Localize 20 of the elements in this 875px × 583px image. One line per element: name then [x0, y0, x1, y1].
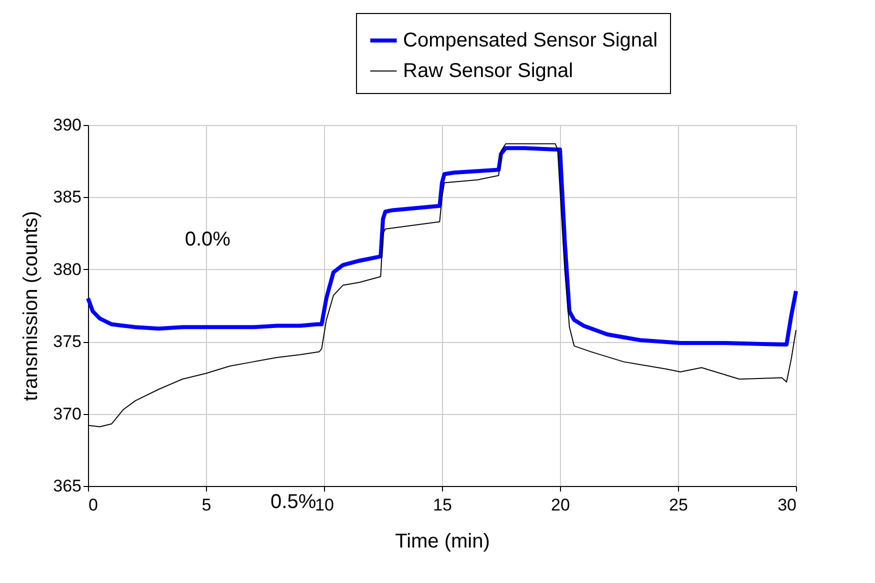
y-tick-label: 380: [53, 260, 82, 279]
x-tick-label: 30: [778, 496, 796, 514]
text: 0.5%: [270, 491, 316, 513]
x-tick-label: 10: [315, 496, 334, 514]
legend-label: Compensated Sensor Signal: [403, 30, 658, 52]
x-tick-label: 5: [202, 496, 212, 514]
legend-label: Raw Sensor Signal: [403, 60, 574, 82]
x-tick-label: 0: [88, 496, 98, 514]
y-tick-label: 375: [53, 332, 82, 352]
x-tick-label: 20: [551, 496, 570, 514]
y-tick-label: 365: [53, 476, 82, 496]
x-axis-title: Time (min): [395, 530, 490, 552]
y-tick-label: 370: [53, 404, 82, 424]
x-tick-label: 25: [669, 496, 688, 514]
annotation: 0.0%: [184, 228, 231, 251]
x-tick-label: 15: [433, 496, 452, 514]
y-axis-title: transmission (counts): [20, 210, 42, 402]
line-series: [86, 146, 798, 346]
y-tick-label: 385: [53, 188, 82, 207]
y-tick-label: 390: [53, 116, 82, 134]
